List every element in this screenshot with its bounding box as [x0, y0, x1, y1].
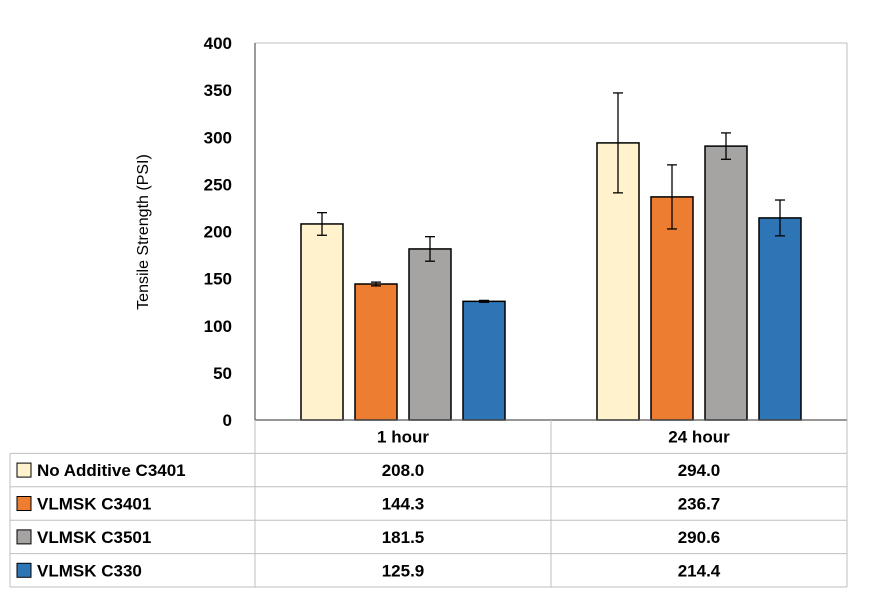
table-cell-2-0: 181.5: [382, 528, 425, 547]
y-tick-label-400: 400: [204, 34, 232, 53]
bar-vlmsk-c330-0: [462, 300, 506, 421]
table-cell-2-1: 290.6: [678, 528, 721, 547]
legend-label-0: No Additive C3401: [37, 461, 186, 480]
x-category-label-0: 1 hour: [377, 428, 429, 447]
y-tick-label-50: 50: [213, 364, 232, 383]
table-cell-3-1: 214.4: [678, 561, 721, 580]
table-cell-0-0: 208.0: [382, 461, 425, 480]
y-axis-label: Tensile Strength (PSI): [135, 154, 152, 310]
y-tick-label-0: 0: [223, 411, 232, 430]
table-cell-1-1: 236.7: [678, 495, 721, 514]
y-tick-label-300: 300: [204, 128, 232, 147]
bar-no-additive-c3401-0: [300, 223, 344, 421]
legend-swatch-1: [16, 496, 32, 511]
bar-vlmsk-c330-1: [758, 217, 802, 421]
y-tick-label-150: 150: [204, 270, 232, 289]
bar-vlmsk-c3501-0: [408, 248, 452, 421]
table-cell-0-1: 294.0: [678, 461, 721, 480]
y-tick-label-200: 200: [204, 223, 232, 242]
table-cell-1-0: 144.3: [382, 495, 425, 514]
table-cell-3-0: 125.9: [382, 561, 425, 580]
legend-swatch-3: [16, 562, 32, 578]
legend-label-3: VLMSK C330: [37, 561, 142, 580]
bar-vlmsk-c3501-1: [704, 145, 748, 421]
x-category-label-1: 24 hour: [668, 428, 730, 447]
legend-swatch-0: [16, 462, 32, 478]
bar-vlmsk-c3401-0: [354, 283, 398, 421]
legend-swatch-2: [16, 529, 32, 545]
legend-label-1: VLMSK C3401: [37, 495, 151, 514]
bar-vlmsk-c3401-1: [650, 196, 694, 421]
y-tick-label-250: 250: [204, 175, 232, 194]
y-tick-label-100: 100: [204, 317, 232, 336]
y-tick-label-350: 350: [204, 81, 232, 100]
legend-label-2: VLMSK C3501: [37, 528, 151, 547]
